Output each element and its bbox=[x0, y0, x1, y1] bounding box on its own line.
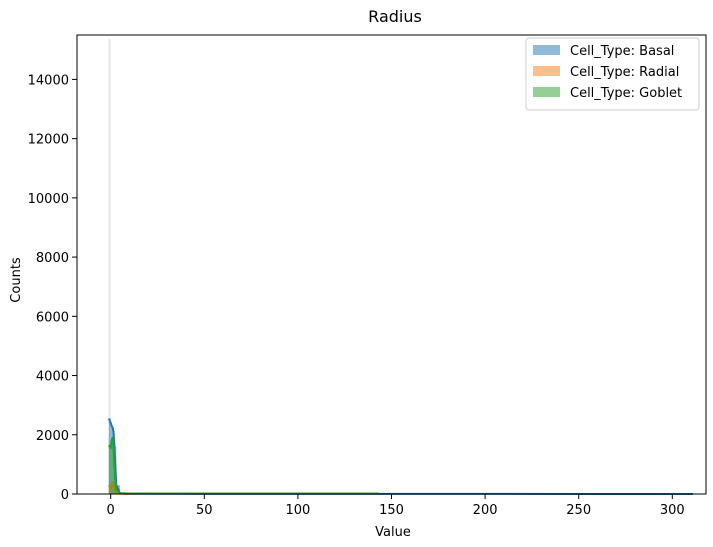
y-tick-label: 2000 bbox=[36, 429, 69, 444]
legend-swatch bbox=[533, 45, 560, 55]
x-axis-label: Value bbox=[375, 525, 411, 540]
histogram-bar bbox=[110, 448, 112, 494]
y-tick-label: 8000 bbox=[36, 251, 69, 266]
y-tick-label: 12000 bbox=[28, 133, 69, 148]
legend-label: Cell_Type: Basal bbox=[570, 44, 674, 59]
legend: Cell_Type: Basal Cell_Type: Radial Cell_Ty… bbox=[525, 37, 700, 111]
x-tick-label: 0 bbox=[107, 503, 115, 518]
y-tick-label: 10000 bbox=[28, 192, 69, 207]
x-tick-label: 100 bbox=[285, 503, 310, 518]
legend-swatch bbox=[533, 66, 560, 76]
axes: 0 50 100 150 200 250 300 0 2000 4000 6000 8000 10000… bbox=[28, 34, 707, 518]
chart-title: Radius bbox=[368, 7, 422, 26]
y-tick-label: 0 bbox=[61, 488, 69, 503]
legend-frame bbox=[525, 37, 700, 111]
y-axis-label: Counts bbox=[9, 257, 24, 303]
y-tick-label: 14000 bbox=[28, 73, 69, 88]
histogram-bar bbox=[112, 437, 114, 494]
x-tick-label: 50 bbox=[196, 503, 213, 518]
legend-label: Cell_Type: Radial bbox=[570, 65, 679, 80]
histogram-bar bbox=[108, 445, 111, 494]
y-tick-label: 6000 bbox=[36, 310, 69, 325]
x-tick-label: 300 bbox=[660, 503, 685, 518]
faint-outlier-bar bbox=[108, 39, 111, 494]
legend-swatch bbox=[533, 87, 560, 97]
histogram-bar bbox=[111, 440, 113, 494]
x-tick-label: 200 bbox=[473, 503, 498, 518]
x-tick-label: 250 bbox=[566, 503, 591, 518]
legend-label: Cell_Type: Goblet bbox=[570, 86, 682, 101]
x-tick-label: 150 bbox=[379, 503, 404, 518]
y-tick-label: 4000 bbox=[36, 370, 69, 385]
